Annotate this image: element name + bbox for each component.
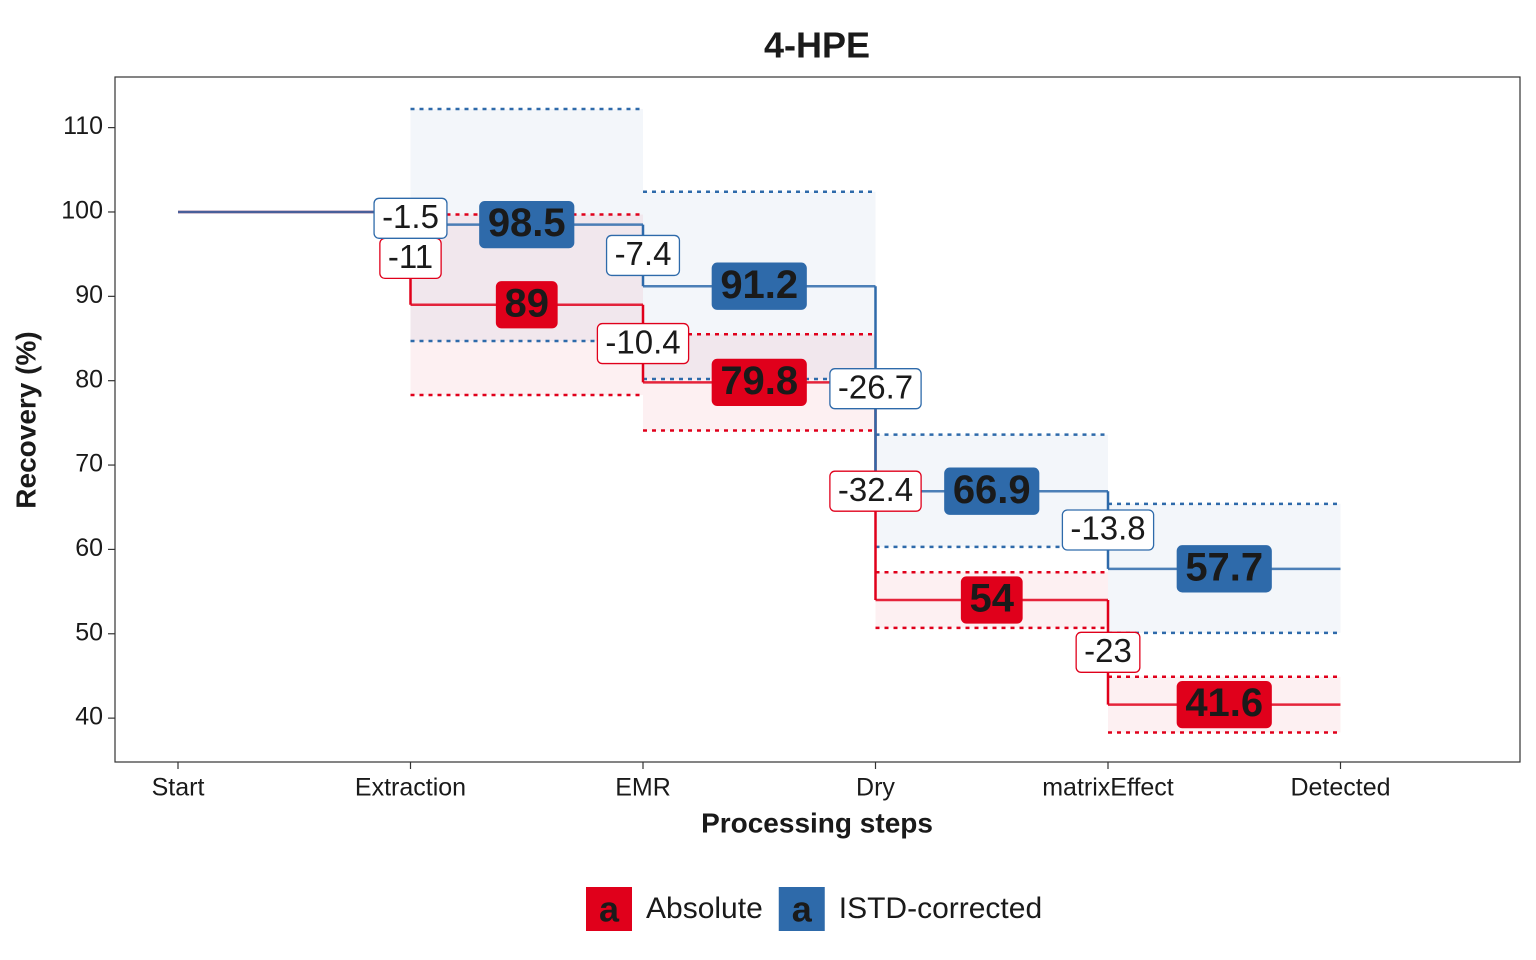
legend-label: ISTD-corrected <box>839 892 1042 925</box>
change-label: -10.4 <box>596 322 690 365</box>
change-label-text: -7.4 <box>615 235 672 272</box>
y-tick-label: 60 <box>75 534 103 562</box>
change-label-text: -32.4 <box>838 471 913 508</box>
value-label: 98.5 <box>479 200 575 249</box>
value-label-text: 41.6 <box>1185 681 1263 725</box>
change-label-box <box>829 368 922 410</box>
y-tick-label: 90 <box>75 281 103 309</box>
x-tick-label: Detected <box>1290 774 1390 802</box>
value-label-text: 54 <box>970 577 1015 621</box>
value-label-box <box>711 262 807 310</box>
change-label-text: -1.5 <box>382 198 439 235</box>
y-tick-label: 70 <box>75 450 103 478</box>
legend-key <box>586 887 632 931</box>
value-label-box <box>1176 545 1272 593</box>
value-label: 57.7 <box>1176 545 1272 593</box>
legend-key-glyph: a <box>599 889 620 930</box>
value-label-text: 98.5 <box>488 201 566 245</box>
value-label: 91.2 <box>711 262 807 310</box>
change-label-text: -26.7 <box>838 368 913 405</box>
value-label-box <box>479 200 575 249</box>
change-label: -32.4 <box>829 470 922 512</box>
x-tick-label: matrixEffect <box>1042 774 1174 802</box>
value-label: 66.9 <box>944 467 1040 515</box>
value-label: 89 <box>495 281 558 329</box>
change-label-box <box>373 197 448 239</box>
y-tick-label: 100 <box>61 197 103 225</box>
legend-label: Absolute <box>646 892 763 925</box>
change-label-box <box>829 470 922 512</box>
change-label-box <box>1075 631 1141 673</box>
legend-key-glyph: a <box>792 889 813 930</box>
y-tick-label: 50 <box>75 618 103 646</box>
x-tick-label: EMR <box>615 774 671 802</box>
value-label: 54 <box>960 576 1023 624</box>
chart-title: 4-HPE <box>764 25 870 66</box>
change-label-box <box>596 322 690 365</box>
y-tick-label: 110 <box>63 112 103 140</box>
value-label-box <box>495 281 558 329</box>
x-tick-label: Extraction <box>355 774 466 802</box>
change-label: -1.5 <box>373 197 448 239</box>
value-label-text: 57.7 <box>1185 545 1263 589</box>
change-label-text: -13.8 <box>1070 510 1145 547</box>
legend-key <box>778 887 825 931</box>
value-label-box <box>944 467 1040 515</box>
change-label: -23 <box>1075 631 1141 673</box>
value-label-text: 91.2 <box>720 263 798 307</box>
change-label-text: -23 <box>1084 632 1132 669</box>
y-axis-title: Recovery (%) <box>10 331 41 508</box>
value-label-text: 79.8 <box>720 359 798 403</box>
x-axis-title: Processing steps <box>701 807 933 838</box>
change-label-text: -11 <box>388 238 433 275</box>
x-tick-label: Dry <box>856 774 895 802</box>
value-label-box <box>711 358 807 407</box>
plot-border <box>114 76 1521 763</box>
change-label-box <box>605 234 681 277</box>
value-label-box <box>1176 680 1272 729</box>
change-label: -11 <box>379 237 442 280</box>
x-tick-label: Start <box>152 774 205 802</box>
value-label-text: 66.9 <box>953 468 1031 512</box>
y-tick-label: 40 <box>75 703 103 731</box>
value-label: 79.8 <box>711 358 807 407</box>
value-label-text: 89 <box>505 281 550 325</box>
change-label: -7.4 <box>605 234 681 277</box>
change-label-box <box>1061 509 1155 551</box>
y-tick-label: 80 <box>75 365 103 393</box>
change-label: -26.7 <box>829 368 922 410</box>
value-label-box <box>960 576 1023 624</box>
change-label: -13.8 <box>1061 509 1155 551</box>
legend: a Absolute a ISTD-corrected <box>586 887 1042 931</box>
change-label-text: -10.4 <box>605 323 680 360</box>
value-label: 41.6 <box>1176 680 1272 729</box>
